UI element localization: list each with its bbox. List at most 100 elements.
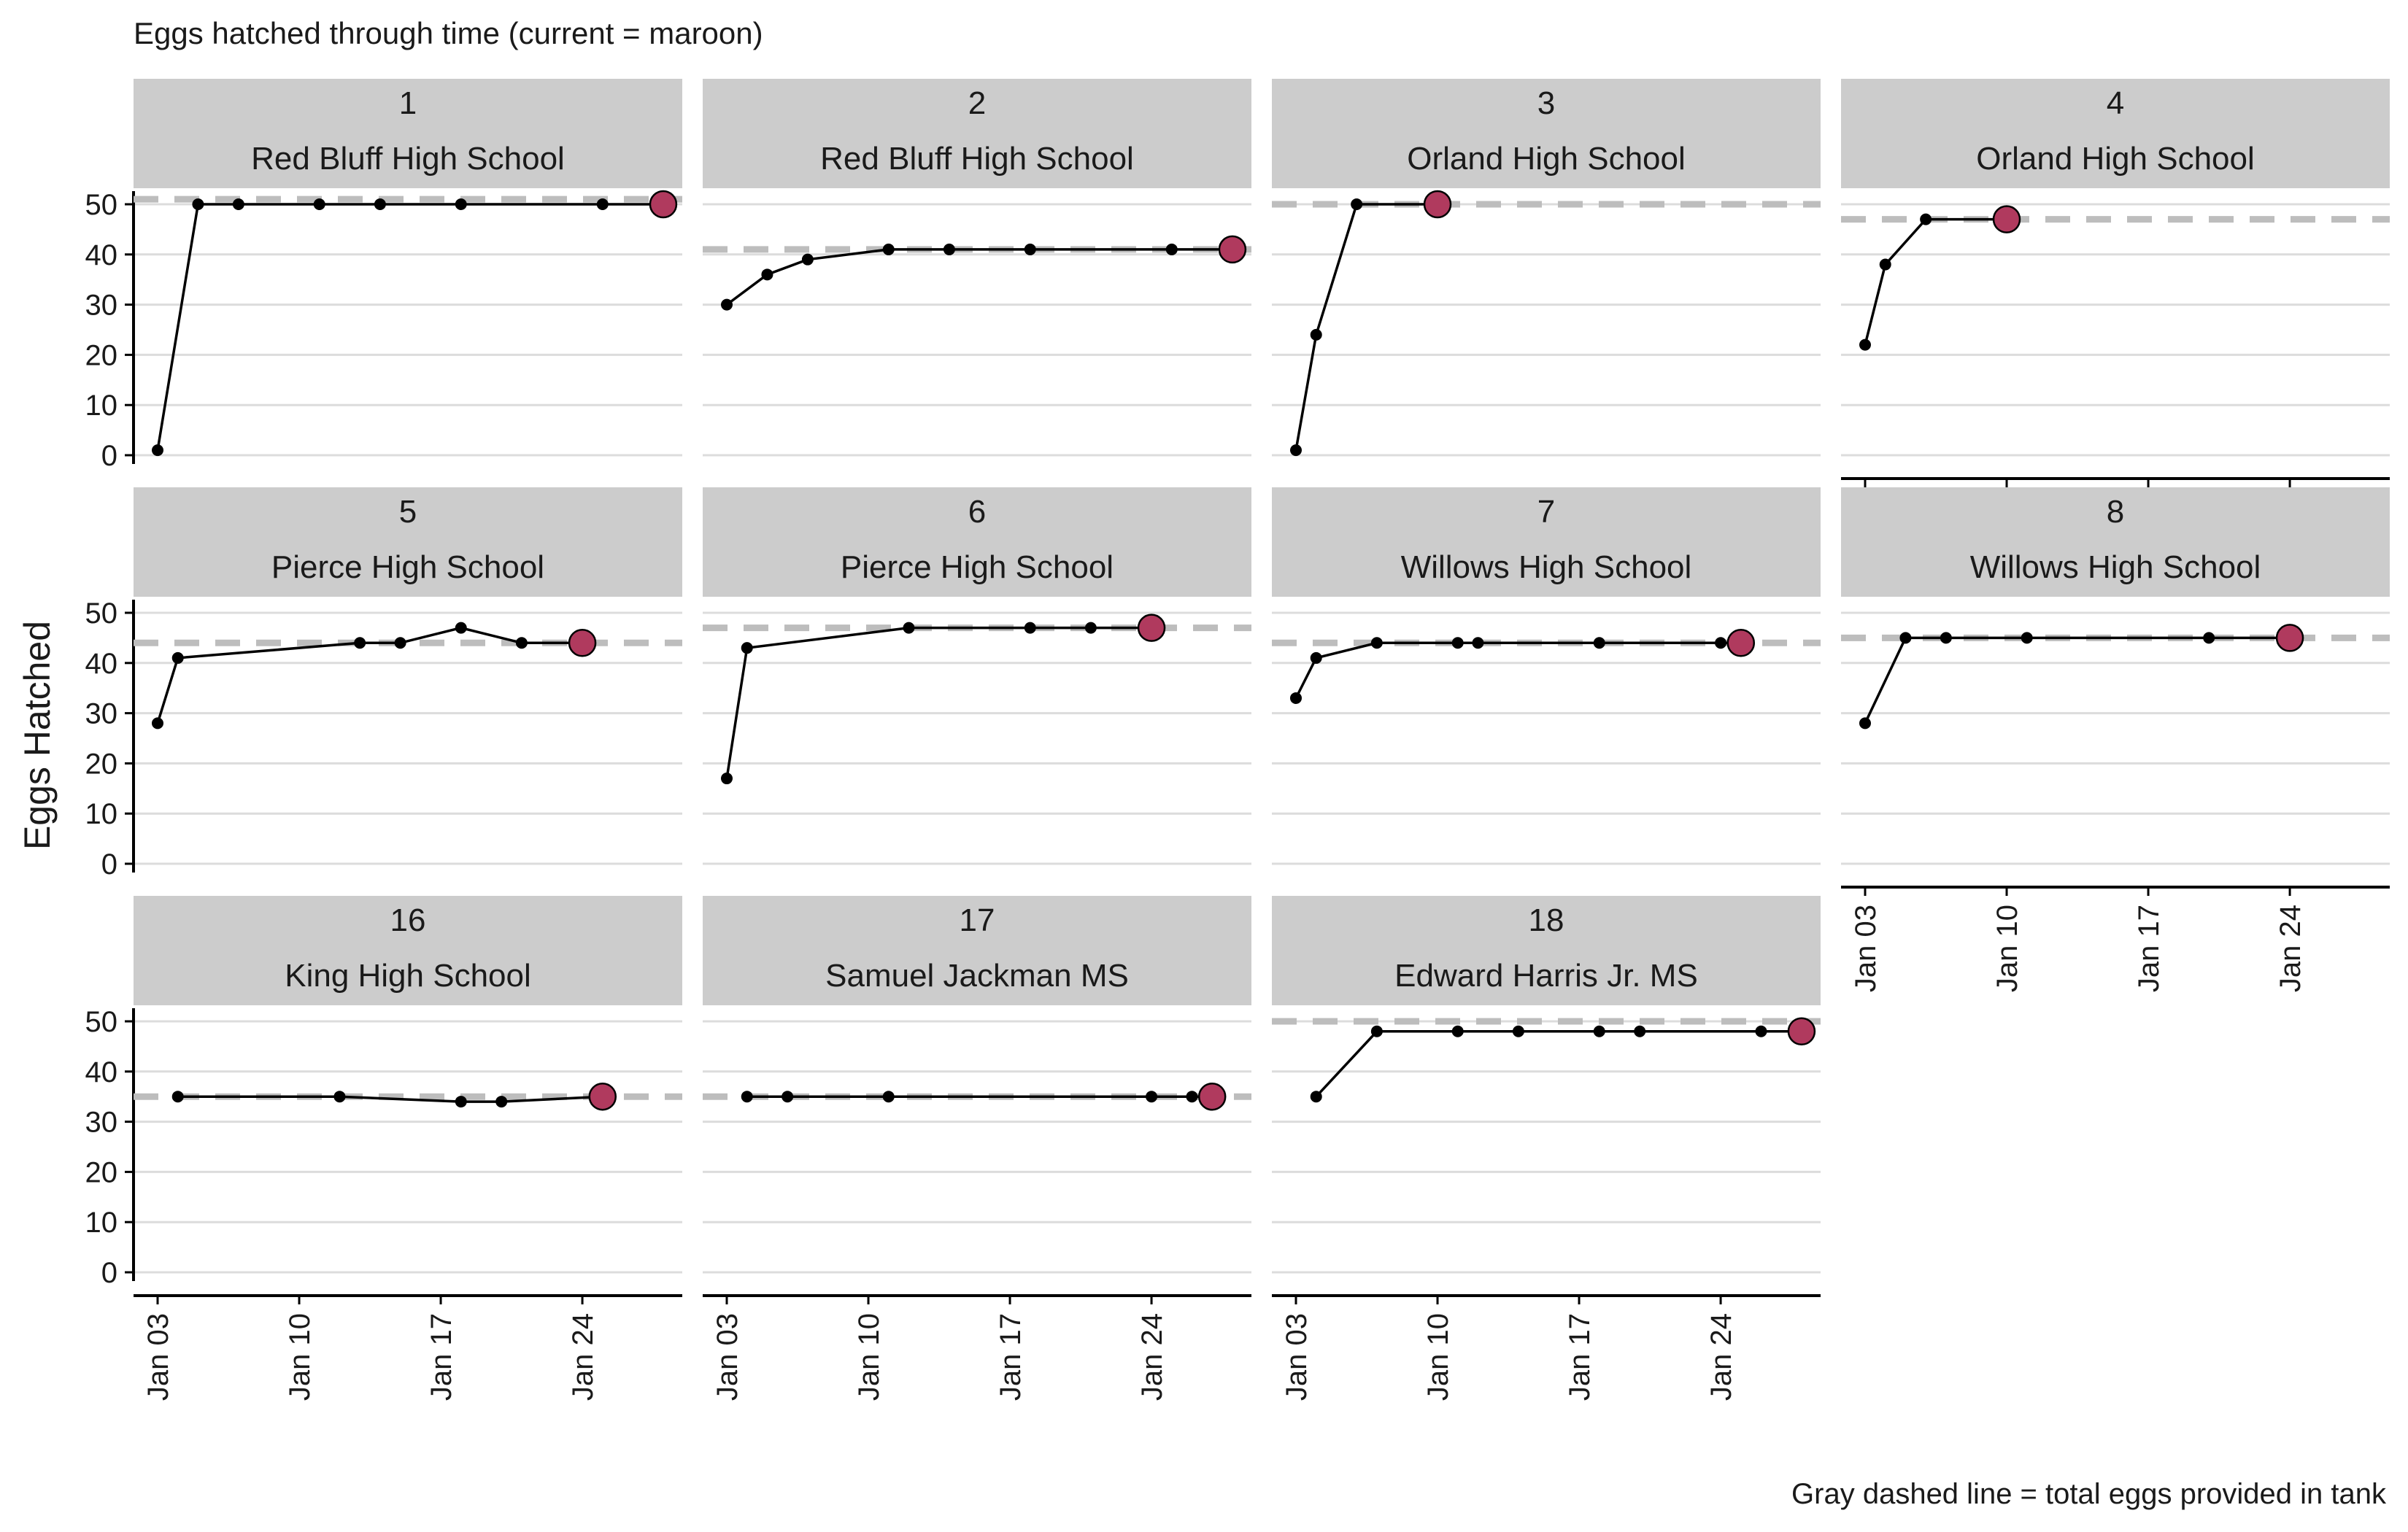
strip-school-label: King High School bbox=[285, 958, 531, 994]
y-tick-label: 20 bbox=[85, 339, 118, 371]
data-point bbox=[171, 651, 184, 664]
data-point bbox=[1899, 632, 1912, 644]
data-point bbox=[882, 243, 895, 255]
data-point bbox=[515, 637, 528, 649]
data-point bbox=[761, 268, 773, 281]
strip-tank-label: 8 bbox=[2107, 494, 2124, 530]
data-point bbox=[1290, 692, 1302, 704]
data-point bbox=[192, 198, 204, 210]
y-tick-label: 20 bbox=[85, 1156, 118, 1188]
current-point bbox=[1787, 1017, 1816, 1046]
data-point bbox=[1593, 637, 1605, 649]
strip-tank-label: 18 bbox=[1529, 902, 1564, 938]
strip-school-label: Red Bluff High School bbox=[251, 141, 565, 177]
data-point bbox=[801, 253, 814, 266]
data-point bbox=[1186, 1091, 1198, 1103]
y-tick-label: 20 bbox=[85, 748, 118, 780]
data-point bbox=[2203, 632, 2215, 644]
data-point bbox=[1859, 338, 1871, 351]
x-tick-label: Jan 10 bbox=[1991, 905, 2023, 992]
strip-tank-label: 5 bbox=[399, 494, 417, 530]
x-tick-label: Jan 17 bbox=[995, 1313, 1027, 1401]
strip-tank-label: 4 bbox=[2107, 85, 2124, 121]
current-point bbox=[568, 629, 597, 657]
data-point bbox=[1370, 1025, 1383, 1037]
x-tick-label: Jan 03 bbox=[142, 1313, 174, 1401]
facet-panel: 16 King High School 0 10 20 30 40 50 Jan 03 Jan 1… bbox=[85, 896, 682, 1401]
facet-strip bbox=[703, 487, 1251, 597]
data-point bbox=[1290, 444, 1302, 457]
chart-caption: Gray dashed line = total eggs provided i… bbox=[1791, 1478, 2387, 1510]
data-point bbox=[1146, 1091, 1158, 1103]
strip-school-label: Orland High School bbox=[1407, 141, 1686, 177]
data-point bbox=[721, 773, 733, 785]
data-point bbox=[882, 1091, 895, 1103]
facet-panel: 3 Orland High School bbox=[1272, 79, 1821, 457]
data-point bbox=[1310, 1091, 1322, 1103]
facet-strip bbox=[1272, 79, 1821, 188]
data-point bbox=[1879, 258, 1891, 271]
facet-panel: 2 Red Bluff High School bbox=[703, 79, 1251, 457]
x-tick-label: Jan 10 bbox=[1422, 1313, 1454, 1401]
strip-school-label: Pierce High School bbox=[271, 549, 544, 585]
current-point bbox=[588, 1082, 617, 1111]
data-point bbox=[2021, 632, 2033, 644]
y-tick-label: 30 bbox=[85, 1107, 118, 1139]
y-tick-label: 40 bbox=[85, 239, 118, 271]
data-point bbox=[1024, 243, 1036, 255]
y-tick-label: 0 bbox=[101, 848, 117, 881]
y-tick-label: 50 bbox=[85, 1006, 118, 1038]
strip-school-label: Pierce High School bbox=[841, 549, 1114, 585]
current-point bbox=[1992, 205, 2021, 233]
facet-strip bbox=[134, 896, 682, 1005]
series-line bbox=[1864, 217, 2007, 346]
data-point bbox=[374, 198, 386, 210]
series-line bbox=[156, 203, 663, 451]
data-point bbox=[1940, 632, 1952, 644]
data-point bbox=[1351, 198, 1363, 210]
facet-panel: 8 Willows High School Jan 03 Jan 10 Jan 17 Ja… bbox=[1841, 487, 2390, 992]
facet-strip bbox=[1272, 896, 1821, 1005]
data-point bbox=[1451, 637, 1464, 649]
current-point bbox=[649, 190, 678, 219]
y-tick-label: 0 bbox=[101, 440, 117, 472]
strip-tank-label: 17 bbox=[960, 902, 995, 938]
current-point bbox=[2275, 624, 2304, 652]
strip-tank-label: 3 bbox=[1537, 85, 1555, 121]
data-point bbox=[1165, 243, 1178, 255]
x-tick-label: Jan 24 bbox=[1136, 1313, 1168, 1401]
x-tick-label: Jan 24 bbox=[2274, 905, 2307, 992]
facet-panel: 6 Pierce High School bbox=[703, 487, 1251, 865]
y-tick-label: 0 bbox=[101, 1257, 117, 1289]
strip-school-label: Willows High School bbox=[1401, 549, 1692, 585]
data-point bbox=[741, 1091, 753, 1103]
y-tick-label: 30 bbox=[85, 698, 118, 730]
facet-panel: 1 Red Bluff High School 0 10 20 30 40 50 bbox=[85, 79, 682, 472]
series-line bbox=[1864, 636, 2291, 724]
y-tick-label: 50 bbox=[85, 597, 118, 630]
current-point bbox=[1218, 235, 1247, 264]
strip-school-label: Red Bluff High School bbox=[820, 141, 1134, 177]
data-point bbox=[782, 1091, 794, 1103]
series-line bbox=[1294, 641, 1741, 699]
facet-strip bbox=[1841, 487, 2390, 597]
data-point bbox=[943, 243, 955, 255]
data-point bbox=[741, 642, 753, 654]
data-point bbox=[1370, 637, 1383, 649]
y-axis-label: Eggs Hatched bbox=[17, 621, 58, 850]
y-tick-label: 40 bbox=[85, 1056, 118, 1088]
data-point bbox=[394, 637, 406, 649]
y-tick-label: 10 bbox=[85, 1207, 118, 1239]
data-point bbox=[1472, 637, 1484, 649]
data-point bbox=[171, 1091, 184, 1103]
data-point bbox=[1593, 1025, 1605, 1037]
data-point bbox=[495, 1096, 508, 1108]
data-point bbox=[1512, 1025, 1524, 1037]
x-tick-label: Jan 17 bbox=[2133, 905, 2165, 992]
y-tick-label: 40 bbox=[85, 648, 118, 680]
x-tick-label: Jan 10 bbox=[284, 1313, 316, 1401]
strip-tank-label: 2 bbox=[968, 85, 986, 121]
data-point bbox=[1084, 622, 1097, 634]
series-line bbox=[1315, 1030, 1802, 1098]
